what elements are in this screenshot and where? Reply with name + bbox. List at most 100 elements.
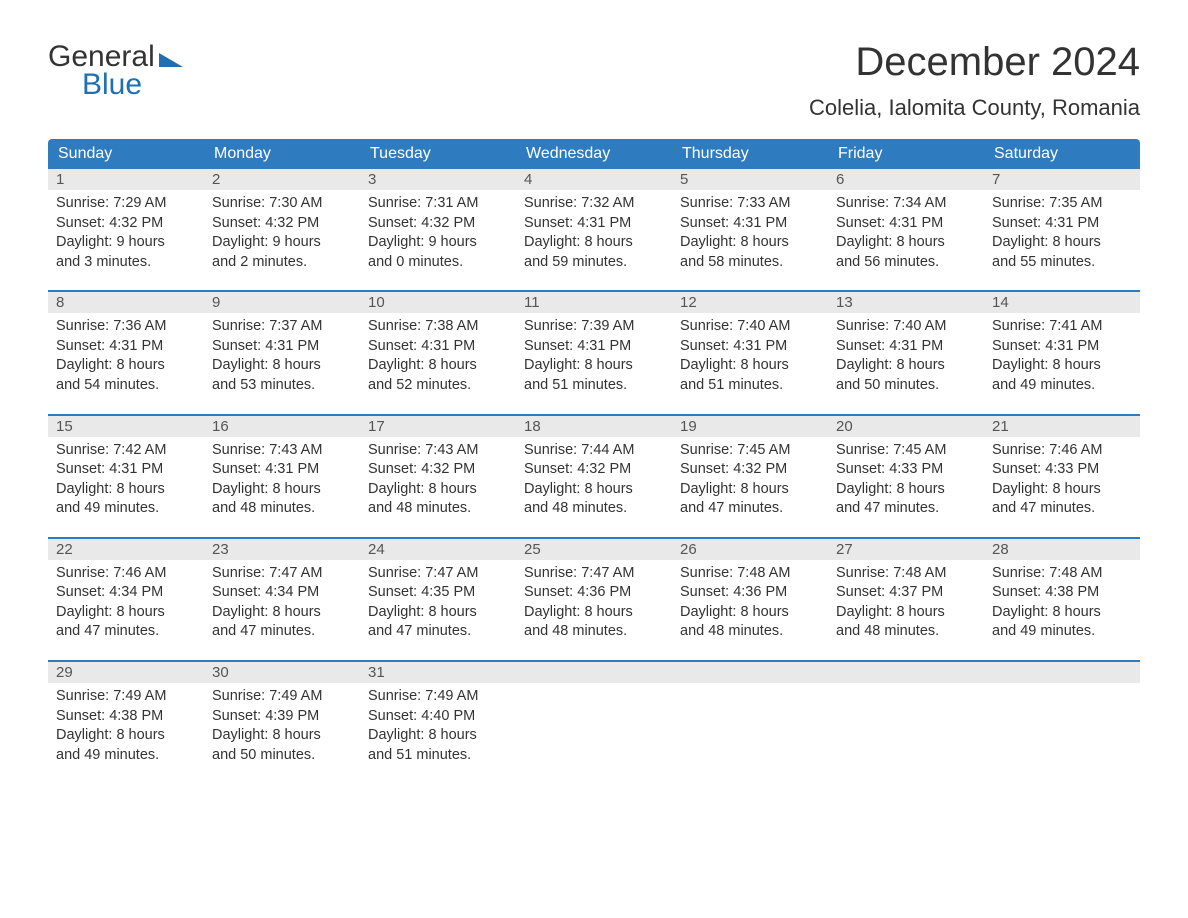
cell-body: Sunrise: 7:47 AMSunset: 4:35 PMDaylight:…	[360, 560, 516, 646]
date-number: 24	[360, 539, 516, 560]
sunrise-line: Sunrise: 7:31 AM	[368, 194, 508, 214]
sunrise-line: Sunrise: 7:40 AM	[680, 317, 820, 337]
daylight-line-1: Daylight: 8 hours	[212, 603, 352, 623]
daylight-line-2: and 50 minutes.	[836, 376, 976, 396]
sunrise-line: Sunrise: 7:49 AM	[368, 687, 508, 707]
cell-body: Sunrise: 7:46 AMSunset: 4:33 PMDaylight:…	[984, 437, 1140, 523]
cell-body: Sunrise: 7:48 AMSunset: 4:37 PMDaylight:…	[828, 560, 984, 646]
daylight-line-1: Daylight: 8 hours	[680, 480, 820, 500]
sunset-line: Sunset: 4:35 PM	[368, 583, 508, 603]
cell-body: Sunrise: 7:37 AMSunset: 4:31 PMDaylight:…	[204, 313, 360, 399]
sunset-line: Sunset: 4:33 PM	[992, 460, 1132, 480]
cell-body: Sunrise: 7:42 AMSunset: 4:31 PMDaylight:…	[48, 437, 204, 523]
cell-body: Sunrise: 7:32 AMSunset: 4:31 PMDaylight:…	[516, 190, 672, 276]
calendar-cell: 10Sunrise: 7:38 AMSunset: 4:31 PMDayligh…	[360, 292, 516, 399]
calendar-cell: 21Sunrise: 7:46 AMSunset: 4:33 PMDayligh…	[984, 416, 1140, 523]
calendar-cell: 31Sunrise: 7:49 AMSunset: 4:40 PMDayligh…	[360, 662, 516, 769]
sunrise-line: Sunrise: 7:42 AM	[56, 441, 196, 461]
sunrise-line: Sunrise: 7:48 AM	[836, 564, 976, 584]
cell-body: Sunrise: 7:49 AMSunset: 4:38 PMDaylight:…	[48, 683, 204, 769]
day-header-friday: Friday	[828, 139, 984, 169]
daylight-line-1: Daylight: 8 hours	[212, 480, 352, 500]
daylight-line-1: Daylight: 8 hours	[56, 726, 196, 746]
cell-body: Sunrise: 7:40 AMSunset: 4:31 PMDaylight:…	[828, 313, 984, 399]
cell-body: Sunrise: 7:45 AMSunset: 4:32 PMDaylight:…	[672, 437, 828, 523]
date-number: 28	[984, 539, 1140, 560]
daylight-line-1: Daylight: 8 hours	[680, 603, 820, 623]
cell-body: Sunrise: 7:45 AMSunset: 4:33 PMDaylight:…	[828, 437, 984, 523]
daylight-line-1: Daylight: 8 hours	[524, 603, 664, 623]
daylight-line-2: and 47 minutes.	[212, 622, 352, 642]
sunrise-line: Sunrise: 7:48 AM	[992, 564, 1132, 584]
calendar-cell: 27Sunrise: 7:48 AMSunset: 4:37 PMDayligh…	[828, 539, 984, 646]
sunset-line: Sunset: 4:32 PM	[212, 214, 352, 234]
logo: General Blue	[48, 40, 183, 102]
sunrise-line: Sunrise: 7:49 AM	[212, 687, 352, 707]
day-header-saturday: Saturday	[984, 139, 1140, 169]
calendar-cell: 22Sunrise: 7:46 AMSunset: 4:34 PMDayligh…	[48, 539, 204, 646]
date-number: 12	[672, 292, 828, 313]
daylight-line-1: Daylight: 8 hours	[368, 603, 508, 623]
calendar-cell: 4Sunrise: 7:32 AMSunset: 4:31 PMDaylight…	[516, 169, 672, 276]
cell-body: Sunrise: 7:36 AMSunset: 4:31 PMDaylight:…	[48, 313, 204, 399]
daylight-line-1: Daylight: 8 hours	[212, 726, 352, 746]
date-number: 9	[204, 292, 360, 313]
date-number: 31	[360, 662, 516, 683]
date-number: 17	[360, 416, 516, 437]
cell-body: Sunrise: 7:35 AMSunset: 4:31 PMDaylight:…	[984, 190, 1140, 276]
date-number: 27	[828, 539, 984, 560]
calendar-cell: 3Sunrise: 7:31 AMSunset: 4:32 PMDaylight…	[360, 169, 516, 276]
cell-body: Sunrise: 7:44 AMSunset: 4:32 PMDaylight:…	[516, 437, 672, 523]
daylight-line-1: Daylight: 8 hours	[56, 356, 196, 376]
daylight-line-2: and 50 minutes.	[212, 746, 352, 766]
sunrise-line: Sunrise: 7:36 AM	[56, 317, 196, 337]
date-number: 2	[204, 169, 360, 190]
cell-body: Sunrise: 7:29 AMSunset: 4:32 PMDaylight:…	[48, 190, 204, 276]
cell-body: Sunrise: 7:31 AMSunset: 4:32 PMDaylight:…	[360, 190, 516, 276]
cell-body: Sunrise: 7:48 AMSunset: 4:36 PMDaylight:…	[672, 560, 828, 646]
date-number: 8	[48, 292, 204, 313]
calendar-cell	[672, 662, 828, 769]
date-number: 29	[48, 662, 204, 683]
week-row: 22Sunrise: 7:46 AMSunset: 4:34 PMDayligh…	[48, 537, 1140, 646]
calendar-cell: 9Sunrise: 7:37 AMSunset: 4:31 PMDaylight…	[204, 292, 360, 399]
logo-text-blue: Blue	[82, 68, 183, 102]
daylight-line-2: and 49 minutes.	[56, 746, 196, 766]
daylight-line-1: Daylight: 8 hours	[680, 356, 820, 376]
sunset-line: Sunset: 4:31 PM	[56, 460, 196, 480]
sunset-line: Sunset: 4:31 PM	[992, 214, 1132, 234]
calendar-cell: 15Sunrise: 7:42 AMSunset: 4:31 PMDayligh…	[48, 416, 204, 523]
date-number: 25	[516, 539, 672, 560]
sunrise-line: Sunrise: 7:48 AM	[680, 564, 820, 584]
date-number: 1	[48, 169, 204, 190]
daylight-line-2: and 0 minutes.	[368, 253, 508, 273]
date-number: 5	[672, 169, 828, 190]
sunset-line: Sunset: 4:31 PM	[524, 337, 664, 357]
sunset-line: Sunset: 4:31 PM	[368, 337, 508, 357]
daylight-line-1: Daylight: 8 hours	[992, 233, 1132, 253]
daylight-line-1: Daylight: 8 hours	[992, 356, 1132, 376]
daylight-line-2: and 47 minutes.	[56, 622, 196, 642]
date-number: 26	[672, 539, 828, 560]
cell-body: Sunrise: 7:49 AMSunset: 4:39 PMDaylight:…	[204, 683, 360, 769]
sunrise-line: Sunrise: 7:47 AM	[368, 564, 508, 584]
calendar-cell: 17Sunrise: 7:43 AMSunset: 4:32 PMDayligh…	[360, 416, 516, 523]
cell-body: Sunrise: 7:30 AMSunset: 4:32 PMDaylight:…	[204, 190, 360, 276]
daylight-line-2: and 49 minutes.	[992, 376, 1132, 396]
calendar-cell: 1Sunrise: 7:29 AMSunset: 4:32 PMDaylight…	[48, 169, 204, 276]
cell-body: Sunrise: 7:47 AMSunset: 4:34 PMDaylight:…	[204, 560, 360, 646]
calendar-cell: 24Sunrise: 7:47 AMSunset: 4:35 PMDayligh…	[360, 539, 516, 646]
date-number: 18	[516, 416, 672, 437]
daylight-line-2: and 49 minutes.	[56, 499, 196, 519]
calendar-cell: 28Sunrise: 7:48 AMSunset: 4:38 PMDayligh…	[984, 539, 1140, 646]
sunrise-line: Sunrise: 7:46 AM	[56, 564, 196, 584]
daylight-line-2: and 53 minutes.	[212, 376, 352, 396]
sunset-line: Sunset: 4:38 PM	[992, 583, 1132, 603]
calendar-cell: 23Sunrise: 7:47 AMSunset: 4:34 PMDayligh…	[204, 539, 360, 646]
day-header-thursday: Thursday	[672, 139, 828, 169]
calendar-cell: 26Sunrise: 7:48 AMSunset: 4:36 PMDayligh…	[672, 539, 828, 646]
sunrise-line: Sunrise: 7:46 AM	[992, 441, 1132, 461]
daylight-line-2: and 48 minutes.	[368, 499, 508, 519]
sunrise-line: Sunrise: 7:44 AM	[524, 441, 664, 461]
day-header-row: Sunday Monday Tuesday Wednesday Thursday…	[48, 139, 1140, 169]
